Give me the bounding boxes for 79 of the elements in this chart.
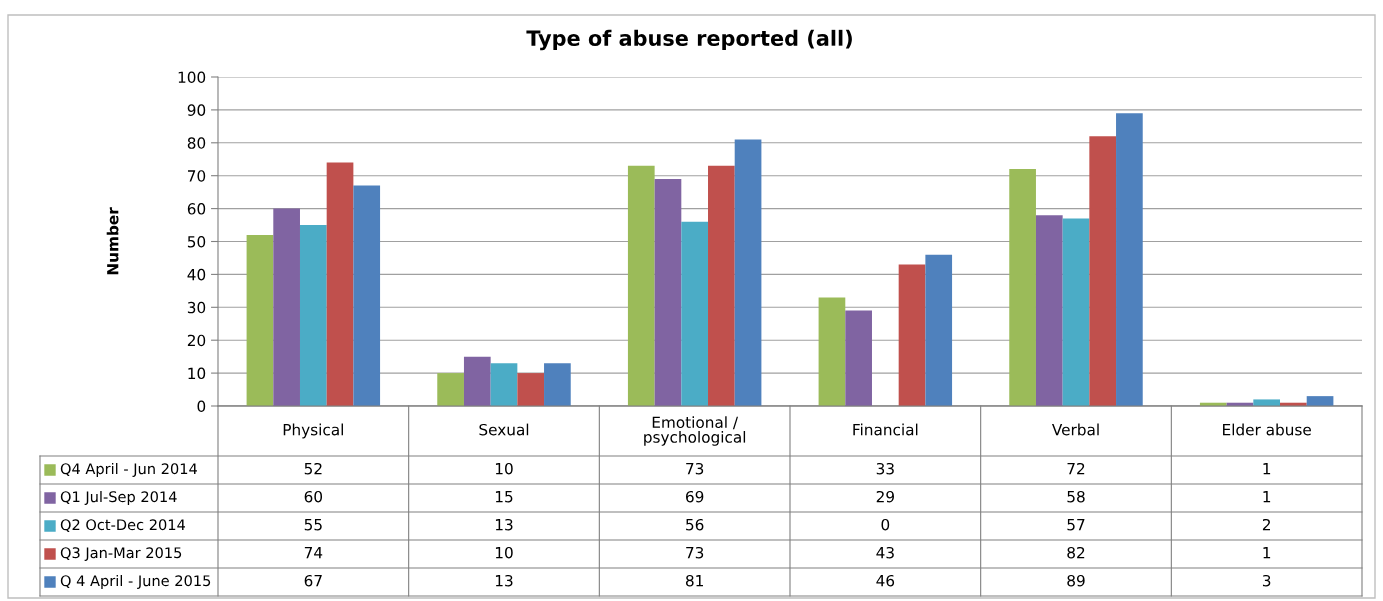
bar [1062,218,1090,406]
bar [845,310,872,406]
y-tick-label: 10 [188,367,206,380]
bar [1253,399,1281,406]
legend-label: Q3 Jan-Mar 2015 [60,547,182,561]
y-tick-label: 80 [187,137,206,149]
bar [1089,136,1117,406]
y-tick-label: 50 [187,235,206,248]
data-label: 73 [686,546,704,559]
bar [898,264,926,406]
bar [544,363,571,406]
data-label: 60 [304,490,323,503]
bar [490,363,518,406]
data-label: 55 [304,519,322,531]
x-tick-label: Emotional / psychological [644,416,746,446]
bar [273,208,300,406]
data-label: 82 [1067,546,1085,559]
data-label: 43 [876,546,894,559]
data-label: 1 [1263,463,1271,475]
x-tick-label: Sexual [479,423,529,436]
data-label: 13 [495,574,513,587]
bar [437,373,464,406]
data-label: 46 [876,574,895,587]
data-label: 52 [304,462,322,475]
legend-label: Q2 Oct-Dec 2014 [60,519,186,532]
bar [326,162,354,406]
bar [654,178,682,406]
data-label: 58 [1067,490,1085,503]
legend-label: Q 4 April - June 2015 [60,574,211,590]
bar [1035,215,1063,406]
data-label: 67 [304,574,322,587]
data-label: 81 [685,574,703,587]
data-label: 72 [1067,462,1085,475]
y-tick-label: 0 [197,400,206,413]
bar [708,165,735,406]
data-label: 57 [1067,519,1085,531]
x-tick-label: Financial [853,423,918,436]
data-label: 1 [1263,547,1271,559]
x-tick-label: Verbal [1051,423,1099,436]
x-tick-label: Physical [283,423,343,439]
data-label: 0 [881,518,890,531]
bar [818,297,846,406]
y-tick-label: 60 [187,203,206,215]
bar [1116,113,1143,406]
data-label: 15 [495,491,513,503]
bar [517,373,545,406]
bar [681,221,709,406]
data-label: 29 [876,490,894,503]
data-label: 33 [876,462,894,475]
bar [627,165,655,406]
data-label: 10 [495,546,513,559]
data-label: 3 [1262,574,1271,587]
data-label: 89 [1067,574,1085,587]
bar [463,356,491,406]
y-tick-label: 30 [187,301,206,314]
data-label: 13 [495,518,513,531]
y-axis-title: Number [106,207,119,275]
y-tick-label: 70 [188,170,206,182]
x-tick-label: Elder abuse [1223,423,1311,436]
bar [353,185,381,406]
data-label: 1 [1263,491,1271,503]
chart-title: Type of abuse reported (all) [526,29,852,51]
bar [734,139,762,406]
data-label: 56 [686,518,704,531]
y-tick-label: 90 [187,104,206,116]
y-tick-label: 40 [187,268,206,281]
y-tick-label: 20 [187,334,206,347]
data-label: 10 [495,462,513,475]
legend-label: Q1 Jul-Sep 2014 [60,490,177,506]
bar [299,225,327,406]
bar [925,254,953,406]
data-label: 69 [686,490,704,503]
legend-label: Q4 April - Jun 2014 [60,462,197,478]
data-label: 2 [1262,518,1270,531]
bar [1009,169,1036,406]
data-label: 74 [304,547,323,559]
bar [246,234,274,406]
y-tick-label: 100 [178,71,206,84]
data-label: 73 [686,462,704,475]
